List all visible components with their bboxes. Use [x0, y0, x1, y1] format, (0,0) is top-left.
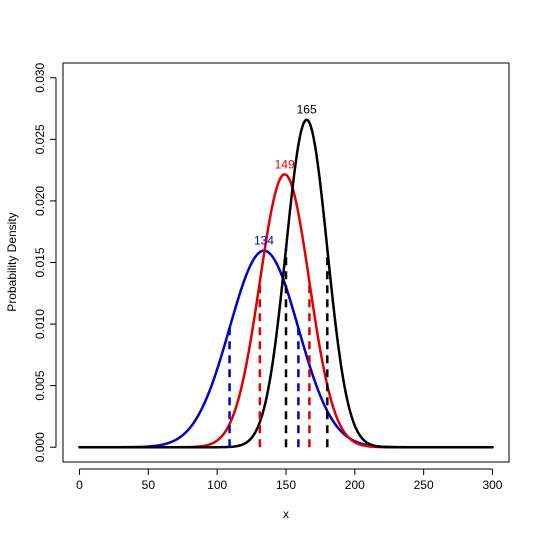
- peak-label-149: 149: [275, 157, 295, 171]
- plot-box: [62, 62, 510, 463]
- y-tick-label: 0.015: [33, 247, 47, 277]
- x-tick-label: 250: [414, 478, 434, 492]
- density-curve-149: [78, 173, 494, 449]
- y-tick-label: 0.030: [33, 62, 47, 92]
- dash-layer: [228, 248, 329, 448]
- x-axis: 0 50 100 150 200 250 300: [76, 468, 503, 492]
- x-tick-label: 100: [207, 478, 227, 492]
- y-tick-label: 0.010: [33, 309, 47, 339]
- peak-label-165: 165: [297, 103, 317, 117]
- y-tick-label: 0.005: [33, 370, 47, 400]
- y-axis-label: Probability Density: [5, 212, 19, 311]
- x-tick-label: 200: [345, 478, 365, 492]
- x-tick-label: 300: [482, 478, 502, 492]
- peak-label-layer: 134 149 165: [254, 103, 317, 248]
- y-tick-label: 0.025: [33, 124, 47, 154]
- y-axis: 0.000 0.005 0.010 0.015 0.020 0.025 0.030: [33, 62, 57, 462]
- x-tick-label: 50: [142, 478, 156, 492]
- y-tick-label: 0.020: [33, 186, 47, 216]
- x-axis-label: x: [283, 507, 289, 521]
- x-tick-label: 0: [76, 478, 83, 492]
- peak-label-134: 134: [254, 234, 274, 248]
- x-tick-label: 150: [276, 478, 296, 492]
- y-tick-label: 0.000: [33, 432, 47, 462]
